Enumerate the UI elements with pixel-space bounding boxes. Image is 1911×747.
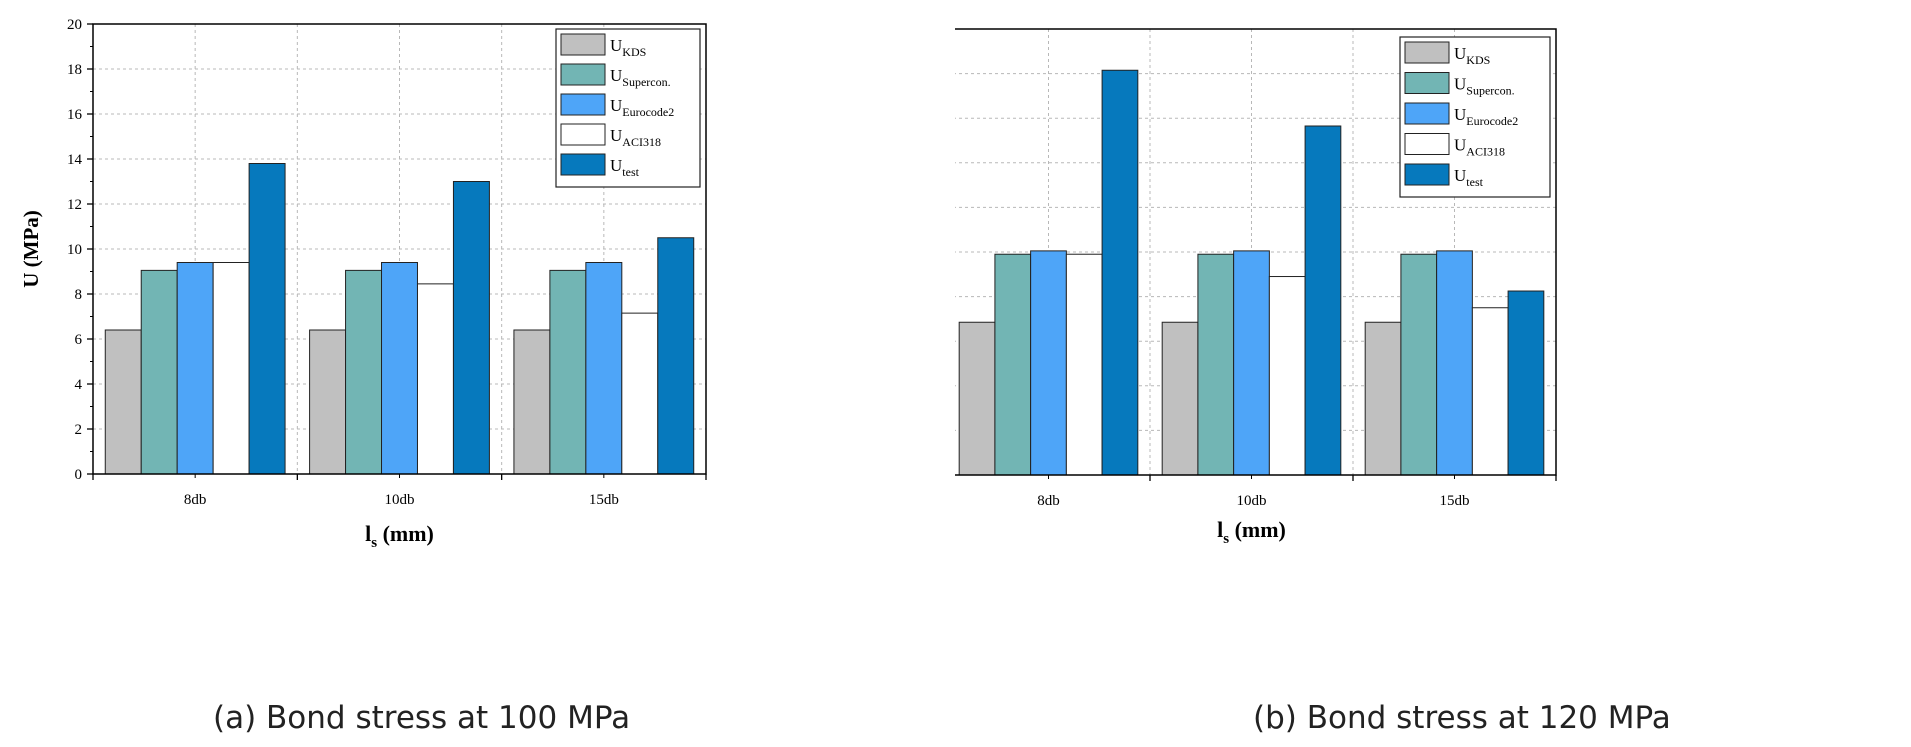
bar-test-10db [1304,125,1342,476]
y-tick-label: 14 [67,152,83,168]
legend-label-test: Utest [610,156,640,179]
legend-swatch-kds [1404,41,1450,64]
bar-test-15db [1507,290,1545,476]
legend-swatch-eurocode2 [1404,102,1450,125]
bar-aci318-15db [621,312,659,475]
x-tick-label-8db: 8db [184,492,207,508]
legend-swatch-aci318 [1404,133,1450,155]
y-tick-label: 4 [75,377,83,393]
bar-eurocode2-10db [1233,250,1270,476]
bar-chart-a: 0 2 4 6 8 10 12 14 16 18 20 8db 10db 15db U (MPa) ls (m… [19,17,707,551]
legend-swatch-test [1404,163,1450,186]
bar-test-10db [452,181,490,475]
bar-supercon-10db [345,269,383,475]
bar-test-8db [1101,69,1139,476]
x-tick-label-15db: 15db [1440,493,1470,509]
legend-swatch-kds [560,33,606,56]
bar-aci318-15db [1471,307,1509,476]
bar-kds-15db [513,329,551,475]
legend-swatch-supercon [1404,72,1450,94]
bar-supercon-10db [1197,253,1235,476]
legend-swatch-eurocode2 [560,93,606,116]
bar-eurocode2-15db [585,262,623,475]
bar-test-15db [657,237,695,475]
x-tick-label-10db: 10db [1237,493,1267,509]
y-tick-label: 8 [75,287,83,303]
bar-kds-15db [1364,321,1402,476]
y-tick-label: 16 [67,107,83,123]
y-tick-label: 10 [67,242,82,258]
x-axis-label-a: ls (mm) [365,521,434,551]
bar-aci318-10db [416,283,454,475]
bar-test-8db [248,163,286,475]
legend-swatch-test [560,153,606,176]
bar-eurocode2-8db [176,262,214,475]
x-axis-label-b: ls (mm) [1217,517,1286,547]
bar-eurocode2-10db [381,262,418,475]
y-tick-label: 18 [67,62,82,78]
legend-label-eurocode2: UEurocode2 [1454,105,1518,128]
bar-eurocode2-8db [1030,250,1067,476]
chart-panel-a: 0 2 4 6 8 10 12 14 16 18 20 8db 10db 15db U (MPa) ls (m… [0,0,955,747]
y-tick-label: 2 [75,422,83,438]
x-tick-label-15db: 15db [589,492,619,508]
chart-caption-a: (a) Bond stress at 100 MPa [213,700,631,736]
bar-aci318-10db [1268,276,1306,476]
legend-label-eurocode2: UEurocode2 [610,96,674,119]
y-tick-label: 0 [75,467,83,483]
bar-kds-8db [958,321,996,476]
legend-label-aci318: UACI318 [610,126,661,149]
legend-label-kds: UKDS [1454,44,1490,67]
legend-label-aci318: UACI318 [1454,136,1505,159]
legend-swatch-supercon [560,63,606,86]
bar-eurocode2-15db [1436,250,1473,476]
bar-supercon-8db [994,253,1032,476]
y-tick-label: 20 [67,17,82,33]
bar-aci318-8db [212,262,250,475]
bar-supercon-8db [140,269,178,475]
bar-supercon-15db [549,269,587,475]
bar-supercon-15db [1400,253,1438,476]
bar-kds-10db [309,329,347,475]
legend-label-supercon: USupercon. [1454,75,1515,98]
y-tick-label: 6 [75,332,83,348]
legend-label-kds: UKDS [610,36,646,59]
y-tick-label: 12 [67,197,82,213]
legend-swatch-aci318 [560,123,606,146]
bar-aci318-8db [1065,253,1103,476]
legend-label-supercon: USupercon. [610,66,671,89]
y-axis-label-a: U (MPa) [19,210,43,288]
chart-caption-b: (b) Bond stress at 120 MPa [1253,700,1671,736]
x-tick-label-10db: 10db [385,492,415,508]
bar-kds-8db [104,329,142,475]
x-tick-label-8db: 8db [1037,493,1060,509]
legend-label-test: Utest [1454,166,1484,189]
bar-kds-10db [1161,321,1199,476]
